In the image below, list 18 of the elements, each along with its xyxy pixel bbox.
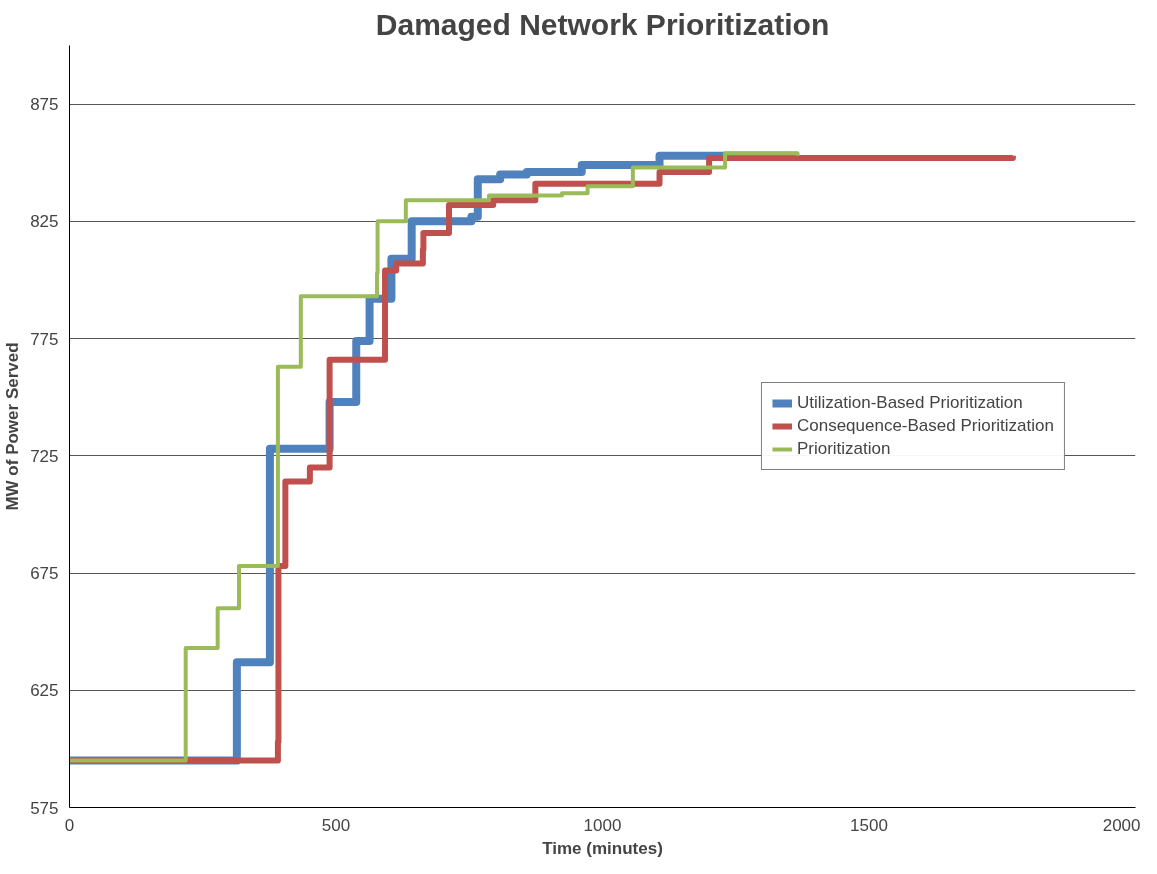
chart-title: Damaged Network Prioritization (375, 7, 830, 41)
x-tick-label: 1000 (583, 815, 622, 835)
y-tick-label: 675 (30, 564, 59, 584)
legend-label: Consequence-Based Prioritization (796, 416, 1054, 436)
y-tick-label: 575 (30, 798, 59, 818)
y-tick-label: 825 (30, 212, 59, 232)
x-tick-label: 2000 (1102, 815, 1141, 835)
x-tick-label: 500 (321, 815, 351, 835)
x-tick-label: 1500 (850, 815, 888, 835)
y-tick-label: 725 (30, 446, 59, 466)
legend-label: Prioritization (796, 439, 891, 459)
y-tick-label: 875 (30, 95, 59, 115)
y-tick-label: 775 (30, 329, 59, 349)
x-axis-title: Time (minutes) (542, 838, 663, 858)
y-tick-label: 625 (30, 681, 59, 701)
y-axis-title: MW of Power Served (3, 342, 23, 511)
x-tick-label: 0 (64, 815, 75, 835)
legend-label: Utilization-Based Prioritization (796, 393, 1023, 413)
